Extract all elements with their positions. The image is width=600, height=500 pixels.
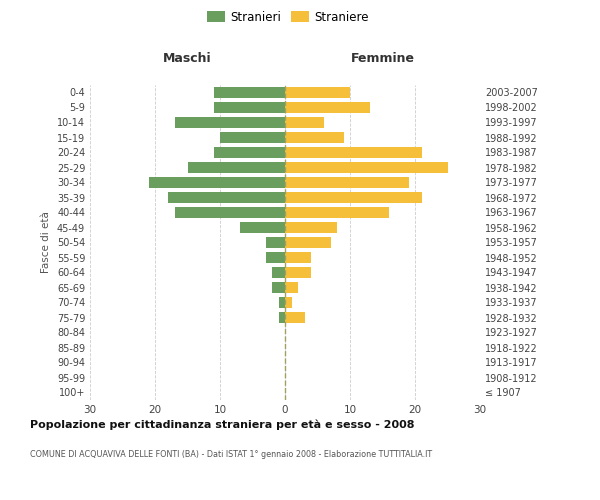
Text: Popolazione per cittadinanza straniera per età e sesso - 2008: Popolazione per cittadinanza straniera p…	[30, 420, 415, 430]
Bar	[220, 132, 285, 143]
Bar	[278, 297, 285, 308]
Bar	[285, 252, 311, 263]
Text: Maschi: Maschi	[163, 52, 212, 65]
Bar	[187, 162, 285, 173]
Bar	[175, 207, 285, 218]
Bar	[265, 237, 285, 248]
Bar	[175, 117, 285, 128]
Bar	[285, 312, 305, 323]
Bar	[285, 237, 331, 248]
Text: COMUNE DI ACQUAVIVA DELLE FONTI (BA) - Dati ISTAT 1° gennaio 2008 - Elaborazione: COMUNE DI ACQUAVIVA DELLE FONTI (BA) - D…	[30, 450, 432, 459]
Bar	[272, 267, 285, 278]
Bar	[285, 222, 337, 233]
Bar	[285, 297, 292, 308]
Bar	[168, 192, 285, 203]
Text: Femmine: Femmine	[350, 52, 415, 65]
Bar	[285, 162, 448, 173]
Bar	[278, 312, 285, 323]
Bar	[285, 117, 324, 128]
Y-axis label: Fasce di età: Fasce di età	[41, 212, 51, 274]
Bar	[239, 222, 285, 233]
Bar	[214, 87, 285, 98]
Bar	[285, 207, 389, 218]
Bar	[285, 147, 421, 158]
Bar	[285, 102, 370, 113]
Bar	[265, 252, 285, 263]
Bar	[285, 267, 311, 278]
Bar	[285, 132, 343, 143]
Bar	[285, 282, 298, 293]
Bar	[285, 192, 421, 203]
Bar	[214, 102, 285, 113]
Bar	[285, 87, 350, 98]
Bar	[214, 147, 285, 158]
Bar	[149, 177, 285, 188]
Legend: Stranieri, Straniere: Stranieri, Straniere	[205, 8, 371, 26]
Bar	[272, 282, 285, 293]
Bar	[285, 177, 409, 188]
